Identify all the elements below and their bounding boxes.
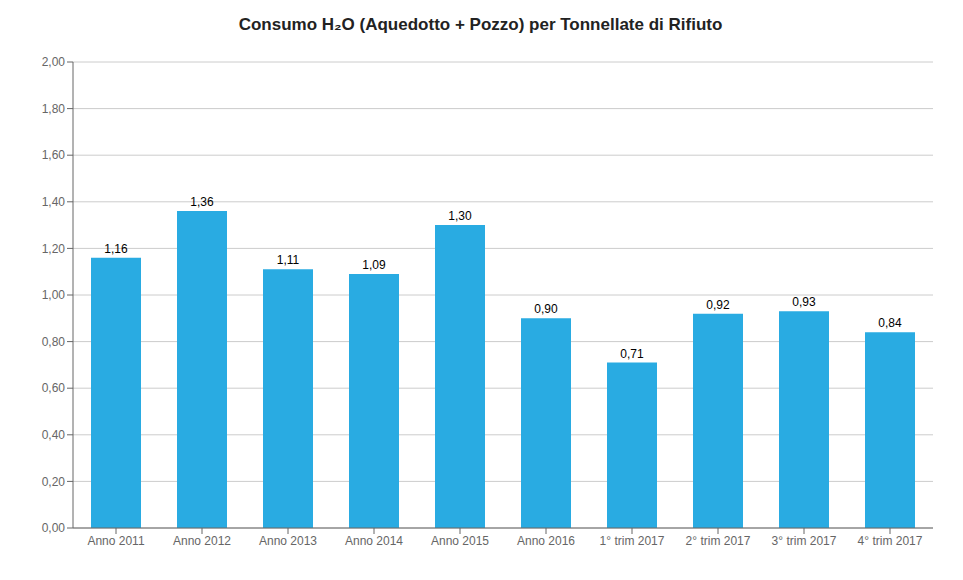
svg-text:0,20: 0,20 [42, 475, 66, 489]
svg-text:1° trim 2017: 1° trim 2017 [600, 534, 665, 548]
svg-text:2,00: 2,00 [42, 55, 66, 69]
svg-text:2° trim 2017: 2° trim 2017 [686, 534, 751, 548]
svg-text:0,80: 0,80 [42, 335, 66, 349]
svg-text:1,80: 1,80 [42, 102, 66, 116]
svg-text:4° trim 2017: 4° trim 2017 [858, 534, 923, 548]
svg-text:0,60: 0,60 [42, 381, 66, 395]
svg-text:0,90: 0,90 [534, 302, 558, 316]
svg-text:0,40: 0,40 [42, 428, 66, 442]
html-text:Consumo H₂O (Aquedotto + Pozzo: Consumo H₂O (Aquedotto + Pozzo) per Tonn… [238, 15, 723, 34]
svg-text:1,60: 1,60 [42, 148, 66, 162]
svg-text:1,00: 1,00 [42, 288, 66, 302]
svg-text:0,93: 0,93 [792, 295, 816, 309]
svg-text:1,20: 1,20 [42, 242, 66, 256]
svg-text:Anno 2016: Anno 2016 [517, 534, 575, 548]
svg-text:1,36: 1,36 [190, 195, 214, 209]
svg-text:1,30: 1,30 [448, 209, 472, 223]
svg-text:1,40: 1,40 [42, 195, 66, 209]
svg-text:1,16: 1,16 [104, 242, 128, 256]
svg-text:1,09: 1,09 [362, 258, 386, 272]
svg-text:0,84: 0,84 [878, 316, 902, 330]
svg-text:3° trim 2017: 3° trim 2017 [772, 534, 837, 548]
svg-text:Anno 2015: Anno 2015 [431, 534, 489, 548]
svg-text:Anno 2013: Anno 2013 [259, 534, 317, 548]
svg-text:1,11: 1,11 [277, 253, 300, 267]
svg-text:Anno 2011: Anno 2011 [87, 534, 144, 548]
svg-text:Anno 2012: Anno 2012 [173, 534, 231, 548]
svg-text:0,92: 0,92 [706, 298, 730, 312]
svg-text:Anno 2014: Anno 2014 [345, 534, 403, 548]
svg-text:0,71: 0,71 [620, 347, 644, 361]
svg-text:0,00: 0,00 [42, 521, 66, 535]
